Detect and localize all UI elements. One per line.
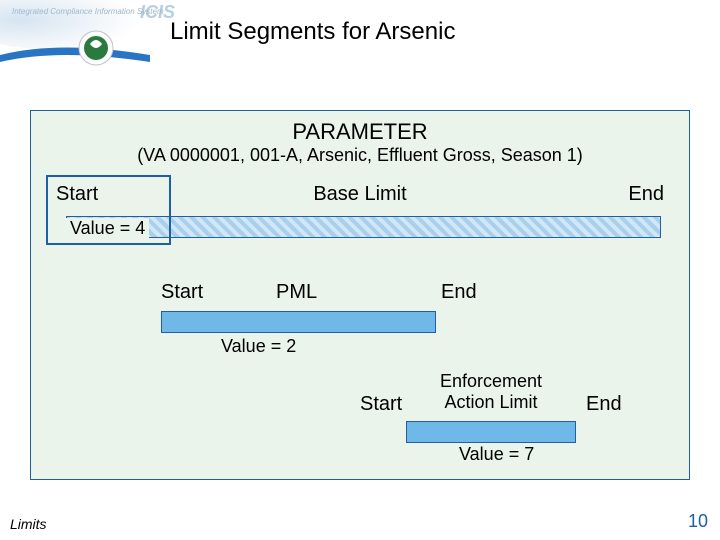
parameter-title: PARAMETER bbox=[31, 119, 689, 145]
eal-title: Enforcement Action Limit bbox=[426, 371, 556, 413]
page-title: Limit Segments for Arsenic bbox=[170, 18, 455, 46]
footer-section-label: Limits bbox=[10, 516, 47, 532]
pml-value: Value = 2 bbox=[221, 336, 296, 357]
header: ICIS Integrated Compliance Information S… bbox=[0, 0, 720, 70]
parameter-subtitle: (VA 0000001, 001-A, Arsenic, Effluent Gr… bbox=[31, 145, 689, 166]
pml-title: PML bbox=[276, 281, 317, 304]
highlight-box bbox=[46, 175, 171, 245]
eal-bar bbox=[406, 421, 576, 443]
svg-text:Integrated Compliance Informat: Integrated Compliance Information System bbox=[12, 7, 164, 16]
eal-start-label: Start bbox=[360, 393, 402, 416]
eal-value: Value = 7 bbox=[459, 444, 534, 465]
eal-end-label: End bbox=[586, 393, 622, 416]
page-number: 10 bbox=[688, 511, 708, 532]
parameter-frame: PARAMETER (VA 0000001, 001-A, Arsenic, E… bbox=[30, 110, 690, 480]
pml-start-label: Start bbox=[161, 281, 203, 304]
base-limit-end-label: End bbox=[628, 183, 664, 206]
pml-bar bbox=[161, 311, 436, 333]
pml-end-label: End bbox=[441, 281, 477, 304]
